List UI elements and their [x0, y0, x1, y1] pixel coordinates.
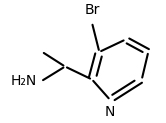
Text: H₂N: H₂N — [11, 74, 37, 88]
Text: N: N — [105, 105, 115, 119]
Text: Br: Br — [84, 3, 100, 16]
